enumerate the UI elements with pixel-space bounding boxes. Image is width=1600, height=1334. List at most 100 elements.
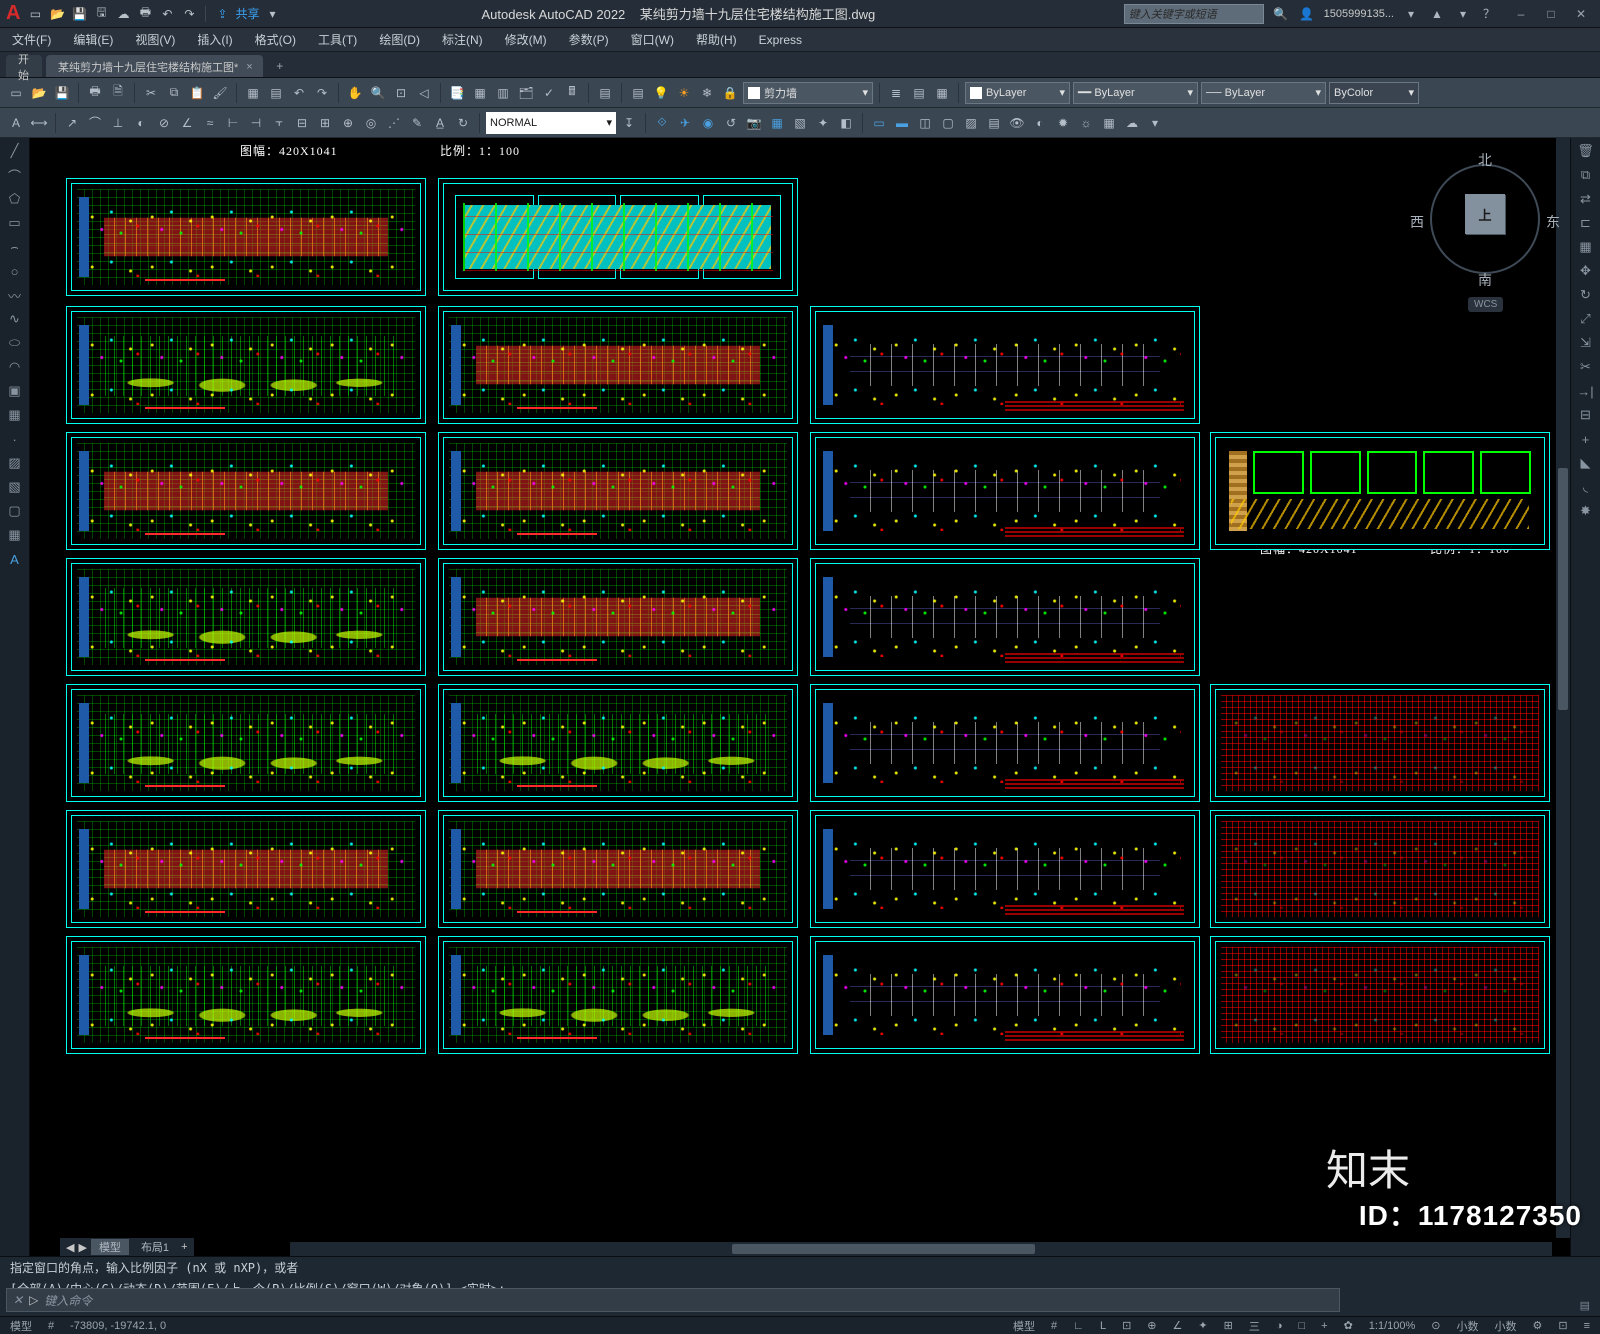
color-dropdown[interactable]: ByLayer▾	[965, 82, 1070, 104]
move-icon[interactable]: ✥	[1575, 260, 1597, 282]
layout-tab-model[interactable]: 模型	[91, 1239, 129, 1255]
layer-prop-icon[interactable]: ▤	[628, 83, 648, 103]
vertical-scrollbar[interactable]	[1556, 138, 1570, 1238]
horizontal-scrollbar[interactable]	[290, 1242, 1552, 1256]
sun-icon[interactable]: ☀	[674, 83, 694, 103]
section-icon[interactable]: ▨	[961, 113, 981, 133]
imprint-icon[interactable]: ▢	[938, 113, 958, 133]
dim-ordinate-icon[interactable]: ⊥	[108, 113, 128, 133]
tab-new-icon[interactable]: +	[267, 55, 293, 77]
save-icon[interactable]: 💾	[70, 5, 88, 23]
user-dropdown-icon[interactable]: ▾	[1402, 5, 1420, 23]
ellipse-arc-icon[interactable]: ◠	[4, 356, 26, 378]
edge-icon[interactable]: ▭	[869, 113, 889, 133]
mtext-icon[interactable]: A	[4, 548, 26, 570]
status-iso-icon[interactable]: ⚙	[1528, 1319, 1546, 1332]
xref-icon[interactable]: ▤	[266, 83, 286, 103]
erase-icon[interactable]: 🗑	[1575, 140, 1597, 162]
dimstyle-dropdown[interactable]: NORMAL▾	[486, 112, 616, 134]
markup-icon[interactable]: ✓	[539, 83, 559, 103]
command-input[interactable]: ✕ ▷ 键入命令	[6, 1288, 1340, 1312]
dim-linear-icon[interactable]: ⟷	[29, 113, 49, 133]
lock-icon[interactable]: 🔒	[720, 83, 740, 103]
tab-active-document[interactable]: 某纯剪力墙十九层住宅楼结构施工图* ×	[46, 55, 263, 77]
status-cross-icon[interactable]: 小数	[1452, 1318, 1482, 1334]
new-icon[interactable]: ▭	[26, 5, 44, 23]
block-icon[interactable]: ▦	[243, 83, 263, 103]
dim-override-icon[interactable]: ↧	[619, 113, 639, 133]
render-env-icon[interactable]: ☁	[1122, 113, 1142, 133]
status-qp-icon[interactable]: □	[1294, 1320, 1309, 1332]
status-decimal-label[interactable]: 小数	[1490, 1318, 1520, 1334]
status-ortho-icon[interactable]: ∟	[1069, 1320, 1088, 1332]
fillet-icon[interactable]: ◟	[1575, 476, 1597, 498]
plot-icon[interactable]: 🖶	[136, 5, 154, 23]
menu-express[interactable]: Express	[753, 31, 808, 49]
menu-insert[interactable]: 插入(I)	[191, 29, 238, 50]
redo-icon[interactable]: ↷	[180, 5, 198, 23]
shell-icon[interactable]: ◫	[915, 113, 935, 133]
polygon-icon[interactable]: ⬠	[4, 188, 26, 210]
layout-next-icon[interactable]: ▶	[78, 1241, 86, 1254]
open-icon[interactable]: 📂	[48, 5, 66, 23]
join-icon[interactable]: +	[1575, 428, 1597, 450]
freeze-icon[interactable]: ❄	[697, 83, 717, 103]
spline-icon[interactable]: ∿	[4, 308, 26, 330]
copy-icon[interactable]: ⧉	[164, 83, 184, 103]
menu-format[interactable]: 格式(O)	[249, 29, 302, 50]
zoom-prev-icon[interactable]: ◁	[414, 83, 434, 103]
dimedit-icon[interactable]: ✎	[407, 113, 427, 133]
layer-match-icon[interactable]: ▦	[932, 83, 952, 103]
dim-space-icon[interactable]: ⫟	[269, 113, 289, 133]
lightbulb-on-icon[interactable]: 💡	[651, 83, 671, 103]
help-icon[interactable]: ？	[1480, 5, 1498, 23]
properties-icon[interactable]: 📑	[447, 83, 467, 103]
inspection-icon[interactable]: ◎	[361, 113, 381, 133]
flatshot-icon[interactable]: ▤	[984, 113, 1004, 133]
tab-close-icon[interactable]: ×	[246, 61, 252, 73]
status-customize-icon[interactable]: ≡	[1580, 1320, 1594, 1332]
dim-continue-icon[interactable]: ⊣	[246, 113, 266, 133]
point-icon[interactable]: ∙	[4, 428, 26, 450]
make-block-icon[interactable]: ▦	[4, 404, 26, 426]
zoom-win-icon[interactable]: ⊡	[391, 83, 411, 103]
lineweight-dropdown[interactable]: ── ByLayer▾	[1201, 82, 1326, 104]
menu-draw[interactable]: 绘图(D)	[373, 29, 426, 50]
model-space-canvas[interactable]: 上 北 东 南 西 WCS 图幅：420X1041 比例：1：100 图幅：42…	[30, 138, 1570, 1256]
extend-icon[interactable]: →|	[1575, 380, 1597, 402]
maximize-button[interactable]: □	[1536, 2, 1566, 26]
trim-icon[interactable]: ✂	[1575, 356, 1597, 378]
dimstyle-icon[interactable]: A	[6, 113, 26, 133]
status-model-label[interactable]: 模型	[6, 1318, 36, 1334]
joggedlin-icon[interactable]: ⋰	[384, 113, 404, 133]
zoom-icon[interactable]: 🔍	[368, 83, 388, 103]
layer-iso-icon[interactable]: ≣	[886, 83, 906, 103]
status-polar-icon[interactable]: L	[1096, 1320, 1110, 1332]
materials-icon[interactable]: ▧	[790, 113, 810, 133]
menu-window[interactable]: 窗口(W)	[625, 29, 680, 50]
print-icon[interactable]: 🖶	[85, 83, 105, 103]
drawing-area[interactable]: ╱ ⌒ ⬠ ▭ ⌢ ○ 〰 ∿ ⬭ ◠ ▣ ▦ ∙ ▨ ▧ ▢ ▦ A 🗑 ⧉ …	[0, 138, 1600, 1256]
qat-dropdown-icon[interactable]: ▾	[263, 5, 281, 23]
viewcube[interactable]: 上 北 东 南 西 WCS	[1410, 144, 1560, 294]
fly-icon[interactable]: ✈	[675, 113, 695, 133]
layout-prev-icon[interactable]: ◀	[66, 1241, 74, 1254]
line-icon[interactable]: ╱	[4, 140, 26, 162]
layer-state-icon[interactable]: ▤	[909, 83, 929, 103]
dimtedit-icon[interactable]: A̲	[430, 113, 450, 133]
redo-icon[interactable]: ↷	[312, 83, 332, 103]
render-tb-dropdown-icon[interactable]: ▾	[1145, 113, 1165, 133]
ellipse-icon[interactable]: ⬭	[4, 332, 26, 354]
gradient-icon[interactable]: ▧	[4, 476, 26, 498]
save-doc-icon[interactable]: 💾	[52, 83, 72, 103]
command-handle-icon[interactable]: ▤	[1580, 1299, 1590, 1312]
sun-sky-icon[interactable]: ☼	[1076, 113, 1096, 133]
search-icon[interactable]: 🔍	[1272, 5, 1290, 23]
menu-edit[interactable]: 编辑(E)	[67, 29, 119, 50]
viewcube-west[interactable]: 西	[1410, 212, 1424, 232]
dim-break-icon[interactable]: ⊟	[292, 113, 312, 133]
help-dropdown-icon[interactable]: ▾	[1454, 5, 1472, 23]
status-scale-1-1[interactable]: ✿	[1340, 1319, 1357, 1332]
username-label[interactable]: 1505999135...	[1324, 8, 1394, 20]
designcenter-icon[interactable]: ▦	[470, 83, 490, 103]
